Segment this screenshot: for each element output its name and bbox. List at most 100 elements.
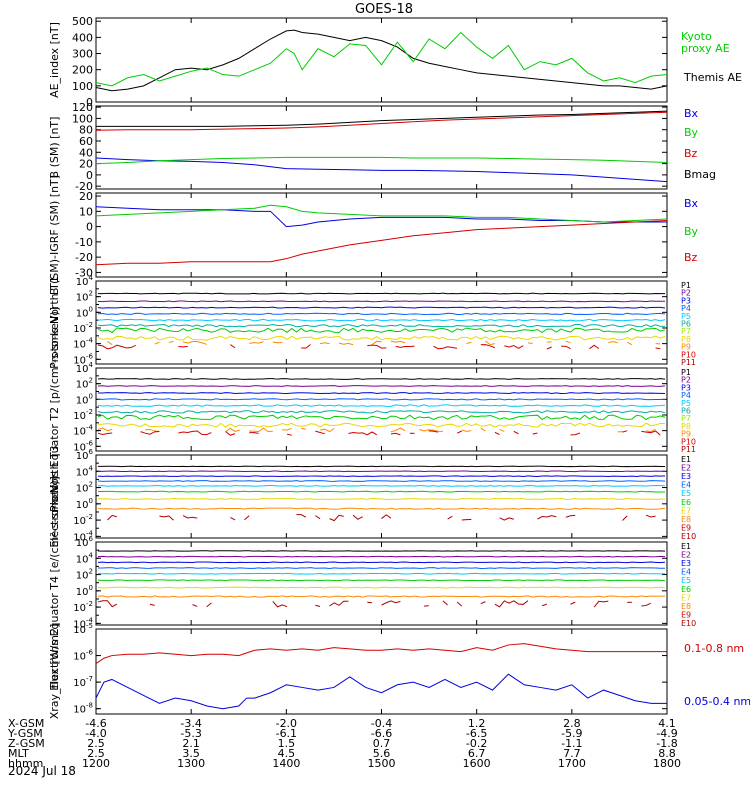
series-line-P10: [532, 432, 538, 435]
series-line-P10: [315, 430, 325, 435]
y-tick-label: 200: [72, 64, 93, 77]
panel-1: 500 400 300 200 100 0 AE_index [nT] Kyotoproxy …: [48, 15, 742, 109]
series-line-P10: [230, 344, 236, 349]
y-tick-label: 100: [72, 112, 93, 125]
series-line-P10: [480, 344, 496, 349]
ephemeris-value: 8.8: [658, 747, 676, 760]
ephemeris-label-MLT: MLT: [8, 747, 29, 760]
legend-E7: E7: [681, 506, 691, 515]
series-line-P10: [641, 430, 661, 436]
ephemeris-value: 5.6: [373, 747, 391, 760]
legend-E9: E9: [681, 523, 691, 532]
y-axis-label: Protons North T1: [48, 276, 61, 369]
legend-E3: E3: [681, 472, 691, 481]
y-tick-label: 102: [76, 568, 93, 582]
ephemeris-value: -3.4: [180, 717, 201, 730]
ephemeris-value: 1700: [558, 757, 586, 770]
y-tick-label: 102: [76, 290, 93, 304]
y-tick-label: -20: [75, 180, 93, 193]
series-line-E9: [159, 515, 174, 521]
series-line-P9: [272, 341, 283, 344]
series-line-P3: [97, 306, 666, 309]
legend-P9: P9: [681, 343, 691, 352]
legend-short: 0.05-0.4 nm: [684, 695, 750, 708]
legend-E4: E4: [681, 568, 691, 577]
ephemeris-value: -1.8: [656, 737, 677, 750]
y-tick-label: 0: [86, 169, 93, 182]
series-line-P9: [97, 427, 113, 432]
ephemeris-value: -6.6: [371, 727, 392, 740]
series-line-E9: [494, 600, 529, 608]
series-line-E9: [499, 517, 514, 521]
series-line-P9: [461, 429, 472, 432]
legend-P6: P6: [681, 407, 691, 416]
legend-kyoto: Kyoto: [681, 30, 712, 43]
series-line-P10: [433, 345, 458, 350]
series-line-P10: [570, 432, 581, 436]
series-line-Bx: [95, 206, 667, 228]
series-line-P10: [456, 430, 463, 434]
series-line-P9: [145, 428, 160, 432]
y-tick-label: 10-8: [73, 702, 93, 716]
legend-long: 0.1-0.8 nm: [684, 642, 744, 655]
panel-frame: [95, 454, 668, 539]
series-line-P9: [390, 340, 406, 344]
series-line-E9: [206, 602, 212, 608]
series-line-P10: [390, 432, 401, 436]
legend-By: By: [684, 126, 699, 139]
y-tick-label: 102: [76, 377, 93, 391]
ephemeris-axis: X-GSM -4.6 -3.4 -2.0 -0.4 1.2 2.8 4.1 Y-GSM -4.0 -…: [7, 717, 681, 770]
ephemeris-value: -5.9: [561, 727, 582, 740]
series-line-E5: [97, 572, 666, 575]
panel-frame: [95, 628, 668, 715]
series-line-E9: [593, 600, 609, 608]
series-line-P9: [565, 340, 571, 344]
legend-Bz: Bz: [684, 147, 698, 160]
series-line-E9: [97, 600, 118, 608]
ephemeris-value: 1.2: [468, 717, 486, 730]
ephemeris-value: -6.5: [466, 727, 487, 740]
series-line-By: [95, 156, 668, 165]
y-tick-label: 0: [86, 96, 93, 109]
legend-P3: P3: [681, 296, 691, 305]
legend-E8: E8: [681, 602, 691, 611]
ephemeris-value: 1200: [82, 757, 110, 770]
y-tick-label: 10-4: [73, 424, 93, 438]
ephemeris-value: 2.8: [563, 717, 581, 730]
series-line-E9: [352, 514, 363, 520]
y-tick-label: 80: [79, 124, 93, 137]
series-line-E9: [244, 515, 250, 521]
y-axis-label: AE_index [nT]: [48, 22, 61, 98]
legend-E1: E1: [681, 455, 691, 464]
series-line-P9: [626, 341, 633, 346]
series-line-E9: [230, 517, 236, 521]
ephemeris-value: 2.1: [182, 737, 200, 750]
series-line-E9: [381, 600, 401, 606]
series-line-E9: [315, 604, 321, 607]
y-tick-label: 10-6: [73, 649, 93, 663]
series-line-P9: [371, 340, 382, 346]
series-line-Bz: [95, 111, 668, 131]
series-line-P9: [282, 427, 292, 431]
y-tick-label: 10-7: [73, 675, 93, 689]
ephemeris-value: 1400: [272, 757, 300, 770]
series-line-E7: [97, 586, 666, 589]
y-tick-label: 100: [76, 584, 93, 598]
ephemeris-value: 3.5: [182, 747, 200, 760]
series-line-P9: [338, 342, 354, 346]
series-line-E7: [97, 497, 666, 500]
series-line-P9: [480, 427, 486, 432]
series-line-E2: [97, 470, 666, 473]
legend-E9: E9: [681, 610, 691, 619]
ephemeris-value: 7.7: [563, 747, 581, 760]
series-line-P10: [428, 430, 439, 433]
series-line-E9: [541, 603, 548, 607]
series-line-P10: [589, 344, 600, 350]
y-tick-label: -10: [75, 236, 93, 249]
y-tick-label: 104: [76, 361, 94, 375]
series-line-P9: [608, 340, 618, 344]
legend-P4: P4: [681, 304, 691, 313]
series-line-E9: [537, 515, 557, 520]
